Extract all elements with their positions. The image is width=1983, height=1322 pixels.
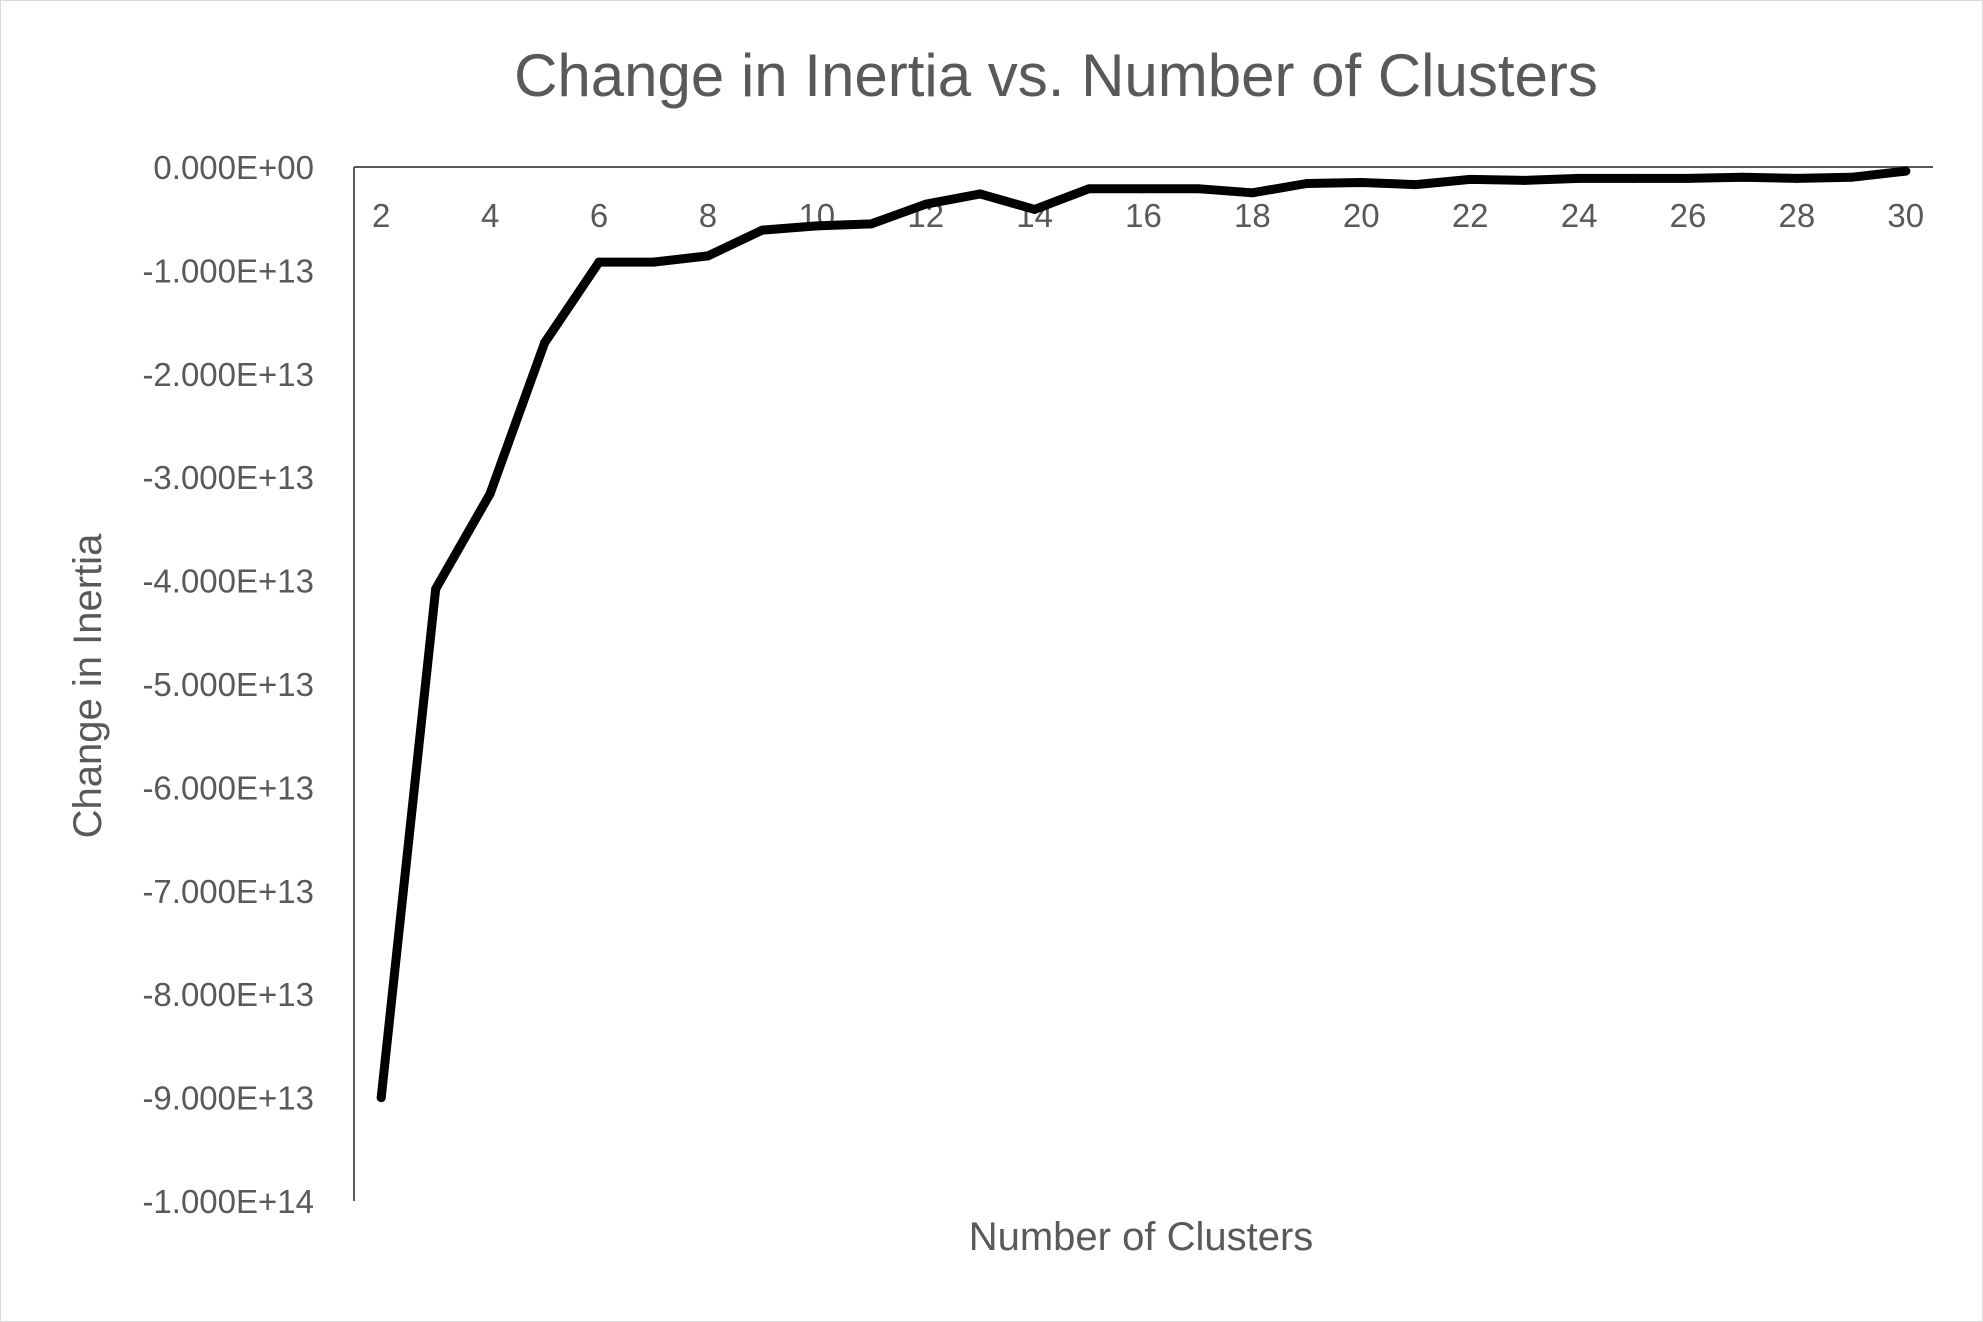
data-point	[757, 225, 767, 235]
y-tick-label: -1.000E+13	[142, 252, 314, 289]
y-tick-label: -3.000E+13	[142, 459, 314, 496]
x-tick-label: 2	[372, 197, 390, 234]
y-tick-label: -9.000E+13	[142, 1080, 314, 1117]
data-point	[921, 199, 931, 209]
y-axis-ticks: 0.000E+00 -1.000E+13 -2.000E+13 -3.000E+13 -…	[142, 149, 314, 1220]
x-tick-label: 26	[1670, 197, 1707, 234]
x-tick-label: 8	[699, 197, 717, 234]
y-tick-label: -6.000E+13	[142, 769, 314, 806]
x-tick-label: 4	[481, 197, 499, 234]
y-tick-label: -4.000E+13	[142, 563, 314, 600]
y-tick-label: 0.000E+00	[153, 149, 314, 186]
x-axis-title: Number of Clusters	[969, 1215, 1314, 1259]
x-tick-label: 18	[1234, 197, 1271, 234]
data-point	[1356, 178, 1366, 187]
data-point	[1084, 184, 1094, 194]
data-point	[1465, 174, 1475, 184]
data-point	[1683, 173, 1693, 183]
data-point	[1792, 173, 1802, 183]
data-point	[1574, 173, 1584, 183]
y-tick-label: -7.000E+13	[142, 873, 314, 910]
data-point	[1247, 188, 1257, 198]
y-tick-label: -8.000E+13	[142, 976, 314, 1013]
data-point	[540, 338, 550, 348]
data-point	[1193, 184, 1203, 194]
series-layer	[376, 166, 1911, 1103]
x-tick-label: 6	[590, 197, 608, 234]
x-axis-ticks: 2 4 6 8 10 12 14 16 18 20 22 24 26 28 30	[372, 197, 1924, 234]
x-tick-label: 28	[1779, 197, 1816, 234]
data-point	[703, 251, 713, 261]
x-tick-label: 16	[1125, 197, 1162, 234]
data-point	[1030, 204, 1040, 214]
data-point	[594, 257, 604, 267]
data-point	[1302, 179, 1312, 188]
data-point	[812, 221, 822, 231]
y-axis-title: Change in Inertia	[66, 533, 110, 838]
data-point	[376, 1093, 386, 1103]
x-tick-label: 24	[1561, 197, 1598, 234]
chart-title: Change in Inertia vs. Number of Clusters	[514, 42, 1598, 109]
data-point	[866, 219, 876, 229]
data-point	[649, 257, 658, 267]
y-tick-label: -5.000E+13	[142, 666, 314, 703]
data-point	[1629, 173, 1638, 183]
x-tick-label: 22	[1452, 197, 1489, 234]
data-point	[1139, 184, 1148, 194]
data-point	[431, 584, 441, 594]
y-tick-label: -2.000E+13	[142, 356, 314, 393]
data-point	[1737, 172, 1747, 182]
data-point	[1520, 175, 1530, 185]
data-point	[1411, 180, 1421, 190]
data-point	[975, 189, 985, 199]
x-tick-label: 30	[1887, 197, 1924, 234]
series-line	[376, 166, 1911, 1103]
data-point	[1846, 172, 1856, 182]
x-tick-label: 20	[1343, 197, 1380, 234]
y-tick-label: -1.000E+14	[142, 1183, 314, 1220]
data-point	[1901, 166, 1911, 176]
data-point	[485, 489, 495, 499]
